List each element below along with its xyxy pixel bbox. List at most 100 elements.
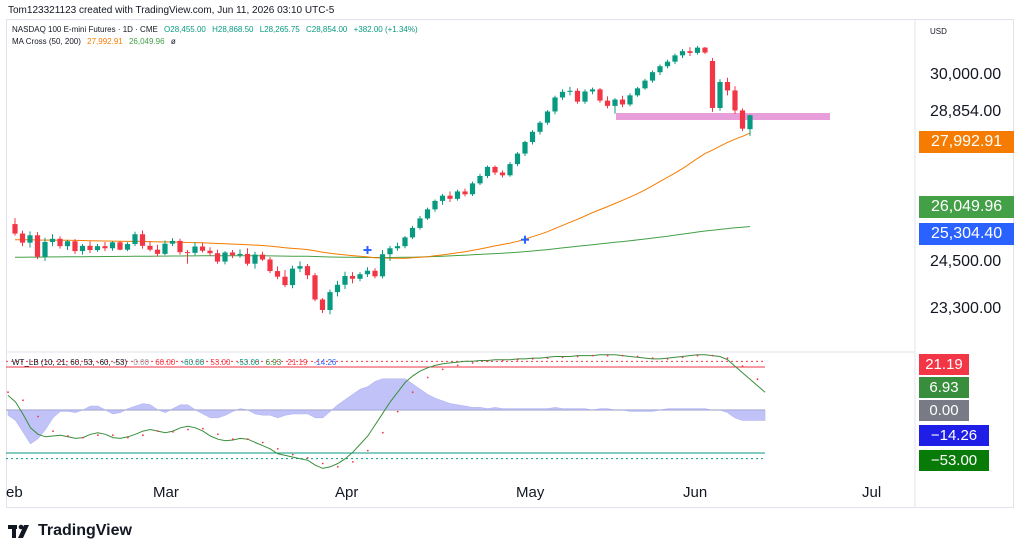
candle-body	[529, 131, 536, 142]
wt2-point	[97, 434, 99, 437]
wt2-point	[576, 355, 579, 358]
wt2-point	[351, 461, 354, 463]
wt2-badge: 21.19	[919, 354, 969, 375]
candle-body	[739, 110, 746, 129]
x-tick-mar: Mar	[153, 484, 179, 501]
candle-body	[64, 241, 71, 247]
candle-body	[297, 266, 303, 269]
candle-body	[387, 248, 393, 255]
wt2-point	[681, 356, 684, 359]
wt2-point	[37, 415, 39, 418]
candle-body	[537, 122, 543, 132]
wt-label: WT_LB (10, 21, 60, 53, -60, -53)	[12, 358, 128, 367]
wt1-line	[7, 354, 766, 469]
wt2-point	[202, 427, 204, 430]
wt-value-6: 21.19	[287, 358, 308, 367]
candle-body	[147, 245, 153, 250]
candle-body	[679, 51, 686, 56]
price-tick-23300: 23,300.00	[930, 300, 1002, 317]
lower-level-badge: −53.00	[919, 450, 989, 471]
wt2-point	[7, 391, 9, 394]
candle-body	[222, 252, 228, 262]
candle-body	[327, 292, 333, 310]
candle-body	[619, 99, 626, 105]
candle-body	[244, 253, 251, 264]
wt2-point	[651, 357, 654, 359]
candle-body	[372, 270, 378, 277]
candle-body	[289, 268, 296, 286]
candle-body	[672, 55, 678, 62]
wt2-point	[456, 364, 459, 367]
candle-body	[582, 91, 588, 102]
candle-body	[72, 241, 78, 252]
candle-body	[447, 195, 453, 199]
candle-body	[717, 82, 723, 108]
candle-body	[604, 100, 611, 106]
candle-body	[162, 243, 168, 254]
wt-value-3: 53.00	[210, 358, 231, 367]
candle-body	[87, 245, 93, 251]
candle-body	[304, 266, 311, 276]
wt2-point	[321, 462, 324, 465]
candle-body	[184, 252, 191, 254]
candle-body	[627, 95, 633, 105]
wt2-point	[756, 378, 759, 381]
candle-body	[687, 51, 693, 53]
candle-body	[379, 254, 386, 277]
wt-value-7: -14.26	[313, 358, 337, 367]
candle-body	[484, 166, 491, 177]
brand-name: TradingView	[38, 522, 132, 539]
wt-value-2: -60.00	[181, 358, 205, 367]
candle-body	[192, 246, 198, 253]
candle-body	[124, 244, 131, 250]
hist-badge: −14.26	[919, 425, 989, 446]
wt2-point	[67, 435, 69, 437]
ma-label: MA Cross (50, 200)	[12, 37, 81, 46]
wt-histogram-area	[7, 378, 766, 445]
candle-body	[552, 97, 558, 112]
candle-body	[702, 47, 708, 53]
ma-suffix: ø	[170, 37, 176, 46]
candle-body	[409, 227, 416, 238]
candle-body	[724, 82, 731, 91]
wt2-point	[396, 410, 399, 413]
candle-body	[402, 237, 408, 247]
wt2-point	[471, 362, 474, 364]
currency-label[interactable]: USD	[930, 27, 947, 36]
wt2-point	[606, 354, 609, 357]
candle-body	[589, 89, 596, 92]
candle-body	[462, 191, 468, 195]
cross-price-badge: 25,304.40	[919, 223, 1014, 245]
wt2-point	[232, 438, 234, 441]
resistance-zone	[616, 113, 830, 120]
candle-body	[694, 47, 701, 53]
candle-body	[34, 235, 41, 257]
wt-value-1: 60.00	[155, 358, 176, 367]
candle-body	[349, 275, 356, 279]
ma-fast-value: 27,992.91	[87, 37, 123, 46]
candle-body	[102, 246, 108, 249]
price-tick-28854: 28,854.00	[930, 103, 1002, 120]
candle-body	[649, 72, 656, 81]
candle-body	[259, 254, 266, 260]
x-tick-apr: Apr	[335, 484, 359, 501]
candle-body	[177, 240, 183, 253]
candle-body	[342, 275, 348, 285]
candle-body	[49, 238, 56, 242]
wt2-point	[112, 434, 114, 437]
candle-body	[394, 246, 401, 249]
wt2-point	[52, 430, 54, 432]
tradingview-brand[interactable]: TradingView	[8, 520, 132, 542]
symbol-title: NASDAQ 100 E-mini Futures · 1D · CME	[12, 25, 158, 34]
candle-body	[27, 235, 33, 243]
wt2-point	[696, 354, 699, 357]
candle-body	[634, 88, 641, 96]
candle-body	[514, 153, 521, 165]
chart-frame	[6, 19, 1014, 508]
candle-body	[319, 299, 326, 310]
wt-value-4: -53.00	[236, 358, 260, 367]
close-value: C28,854.00	[305, 25, 348, 34]
wt2-point	[516, 358, 519, 361]
wt2-point	[276, 448, 279, 450]
